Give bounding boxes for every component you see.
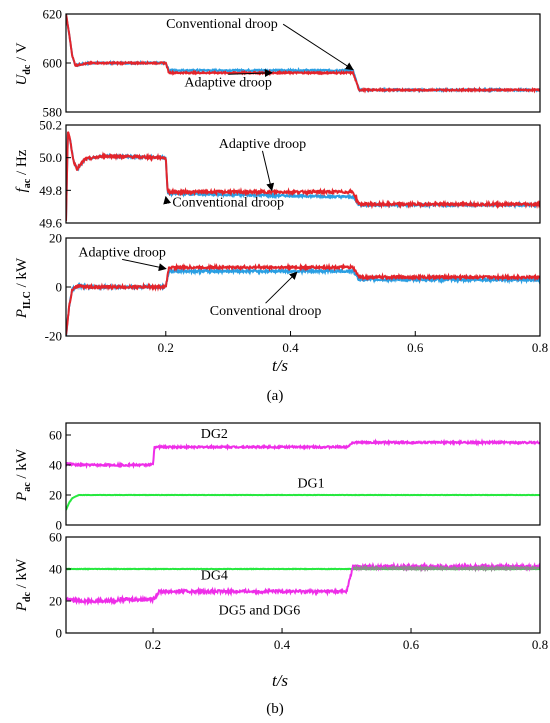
series-line-adaptive-droop xyxy=(66,262,540,336)
series-line-conventional-droop xyxy=(66,14,540,94)
y-tick-label: -20 xyxy=(45,329,62,344)
y-tick-label: 0 xyxy=(56,280,63,295)
panel-label-b: (b) xyxy=(266,701,284,717)
annotation-label: Conventional droop xyxy=(166,17,278,32)
y-tick-label: 60 xyxy=(49,530,62,545)
fac-ylabel: fac / Hz xyxy=(14,149,33,192)
series-line-dg5-and-dg6 xyxy=(66,561,540,607)
y-tick-label: 620 xyxy=(43,7,63,22)
pilc-ylabel: PILC / kW xyxy=(14,257,33,319)
x-tick-label: 0.8 xyxy=(532,637,548,652)
y-tick-label: 50.2 xyxy=(39,118,62,133)
y-tick-label: 40 xyxy=(49,562,62,577)
annotation-label: Conventional droop xyxy=(210,304,322,319)
annotation-arrow xyxy=(228,69,273,78)
panel-label-a: (a) xyxy=(267,388,284,404)
series-line-conventional-droop xyxy=(66,266,540,336)
series-line-dg2 xyxy=(66,438,540,470)
pdc-ylabel: Pdc / kW xyxy=(14,558,33,612)
fac-plot: 49.6 49.8 50.0 50.2 Adaptive droop Convention… xyxy=(39,118,541,231)
y-tick-label: 580 xyxy=(43,105,63,120)
pac-plot: 0 20 40 60 DG2 DG1 xyxy=(49,422,541,533)
panel-b: 0 20 40 60 DG2 DG1 0 20 40 60 0.2 0.4 0.6 0.8 DG4 DG5 … xyxy=(14,422,548,717)
annotation-label: Conventional droop xyxy=(172,196,284,211)
annotation-arrow xyxy=(163,195,172,205)
annotation-label: DG4 xyxy=(201,568,228,583)
annotation-label: Adaptive droop xyxy=(78,245,165,260)
pilc-plot: -20 0 20 0.2 0.4 0.6 0.8 Adaptive droop Conventi… xyxy=(45,231,548,356)
x-tick-label: 0.2 xyxy=(145,637,161,652)
y-tick-label: 600 xyxy=(43,56,63,71)
x-tick-label: 0.6 xyxy=(407,340,424,355)
x-tick-label: 0.6 xyxy=(403,637,420,652)
x-tick-label: 0.4 xyxy=(274,637,291,652)
y-tick-label: 0 xyxy=(56,626,63,641)
y-tick-label: 60 xyxy=(49,428,62,443)
annotation-arrow xyxy=(282,23,354,71)
plot-frame xyxy=(65,536,541,634)
annotation-arrow xyxy=(122,258,167,272)
x-tick-label: 0.8 xyxy=(532,340,548,355)
udc-plot: 580 600 620 Conventional droop Adaptive droo… xyxy=(43,7,541,120)
y-tick-label: 20 xyxy=(49,594,62,609)
y-tick-label: 0 xyxy=(56,518,63,533)
annotation-label: DG1 xyxy=(297,477,324,492)
annotation-label: DG2 xyxy=(201,427,228,442)
plot-frame xyxy=(65,124,541,224)
y-tick-label: 20 xyxy=(49,488,62,503)
series-line-adaptive-droop xyxy=(66,14,540,94)
annotation-arrow xyxy=(261,150,275,192)
y-tick-label: 49.6 xyxy=(39,216,62,231)
pdc-plot: 0 20 40 60 0.2 0.4 0.6 0.8 DG4 DG5 and DG6 xyxy=(49,530,548,653)
y-tick-label: 49.8 xyxy=(39,183,62,198)
series-line-dg1 xyxy=(66,493,540,511)
pac-ylabel: Pac / kW xyxy=(14,448,33,502)
x-tick-label: 0.2 xyxy=(158,340,174,355)
annotation-label: DG5 and DG6 xyxy=(219,604,301,619)
plot-frame xyxy=(65,422,541,526)
annotation-arrow xyxy=(265,271,298,304)
y-tick-label: 50.0 xyxy=(39,150,62,165)
annotation-label: Adaptive droop xyxy=(219,137,306,152)
x-tick-label: 0.4 xyxy=(282,340,299,355)
annotation-label: Adaptive droop xyxy=(184,75,271,90)
panel-a: 580 600 620 Conventional droop Adaptive droo… xyxy=(14,7,548,405)
y-tick-label: 20 xyxy=(49,231,62,246)
y-tick-label: 40 xyxy=(49,458,62,473)
udc-ylabel: Udc / V xyxy=(14,42,33,85)
x-axis-label-b: t/s xyxy=(272,671,288,690)
x-axis-label-a: t/s xyxy=(272,356,288,375)
series-line-dg5-and-dg6 xyxy=(352,564,540,573)
series-line-adaptive-droop xyxy=(66,131,540,222)
